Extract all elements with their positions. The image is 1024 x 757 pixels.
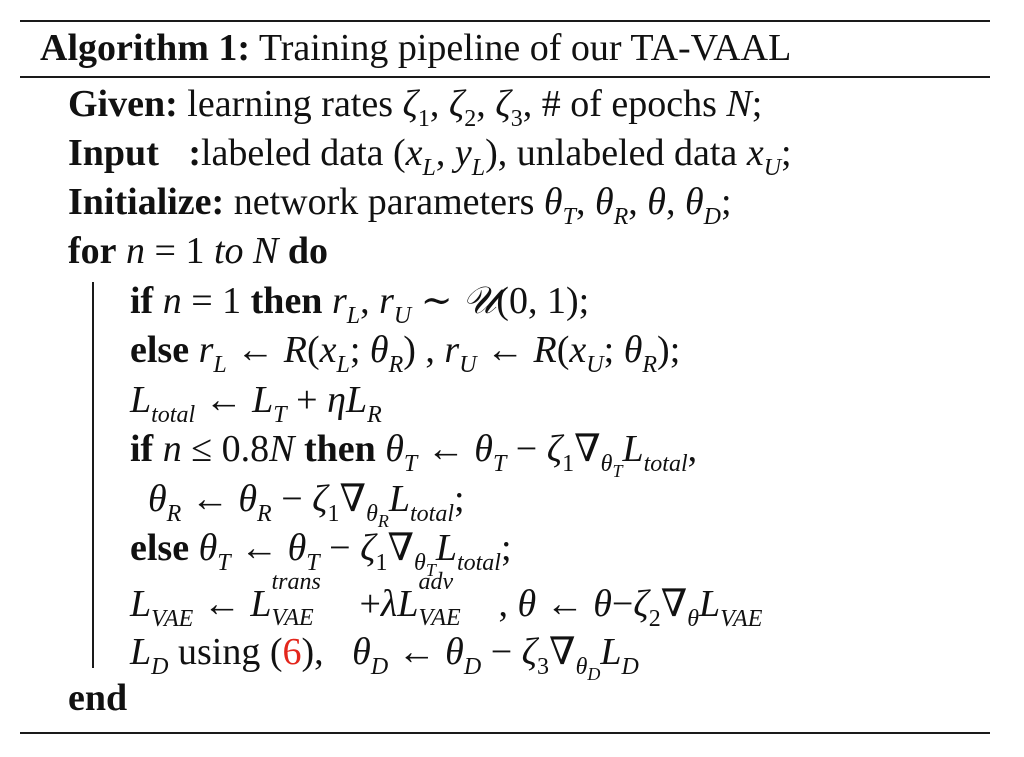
input-labeled: labeled data [201, 132, 384, 174]
given-line: Given: learning rates ζ1, ζ2, ζ3, # of e… [68, 83, 763, 132]
zeta-3: ζ3 [495, 83, 523, 132]
top-rule [20, 20, 990, 22]
bottom-rule [20, 732, 990, 734]
end-line: end [68, 676, 127, 720]
zeta-2: ζ2 [448, 83, 477, 132]
caption-rule [20, 76, 990, 78]
epochs-N: N [726, 83, 752, 125]
loop-line-6: else θT ← θT − ζ1∇θTLtotal; [130, 527, 512, 580]
algorithm-title: Training pipeline of our TA-VAAL [258, 27, 792, 69]
else-keyword: else [130, 329, 190, 371]
zeta-1: ζ1 [402, 83, 430, 132]
if-keyword: if [130, 280, 154, 322]
algorithm-caption: Algorithm 1: Training pipeline of our TA… [40, 26, 791, 70]
loop-line-3: Ltotal ← LT + ηLR [130, 379, 382, 428]
loop-line-4: if n ≤ 0.8N then θT ← θT − ζ1∇θTLtotal, [130, 428, 698, 481]
input-unlabeled: unlabeled data [516, 132, 738, 174]
input-line: Input :labeled data (xL, yL), unlabeled … [68, 132, 792, 181]
threshold-value: 0.8 [221, 428, 270, 470]
algorithm-label: Algorithm 1: [40, 27, 251, 69]
then-keyword: then [250, 280, 323, 322]
given-keyword: Given: [68, 83, 178, 125]
initialize-keyword: Initialize: [68, 181, 225, 223]
loop-line-8: LD using (6), θD ← θD − ζ3∇θDLD [130, 631, 639, 684]
for-line: for n = 1 to N do [68, 230, 329, 272]
input-keyword: Input [68, 132, 159, 174]
epochs-text: # of epochs [541, 83, 717, 125]
input-colon: : [188, 132, 201, 174]
if-keyword-2: if [130, 428, 154, 470]
do-keyword: do [287, 230, 329, 272]
else-keyword-2: else [130, 527, 190, 569]
initialize-text: network parameters [233, 181, 535, 223]
for-keyword: for [68, 230, 117, 272]
given-text: learning rates [187, 83, 394, 125]
to-keyword: to [213, 230, 244, 272]
equation-ref-link[interactable]: 6 [282, 631, 302, 673]
initialize-line: Initialize: network parameters θT, θR, θ… [68, 181, 732, 230]
using-text: using [177, 631, 261, 673]
loop-body-bar [92, 282, 94, 668]
end-keyword: end [68, 677, 128, 719]
loop-line-1: if n = 1 then rL, rU ∼ 𝒰(0, 1); [130, 280, 590, 329]
loop-line-5: θR ← θR − ζ1∇θRLtotal; [148, 478, 465, 531]
then-keyword-2: then [303, 428, 376, 470]
loop-line-2: else rL ← R(xL; θR) , rU ← R(xU; θR); [130, 329, 681, 378]
